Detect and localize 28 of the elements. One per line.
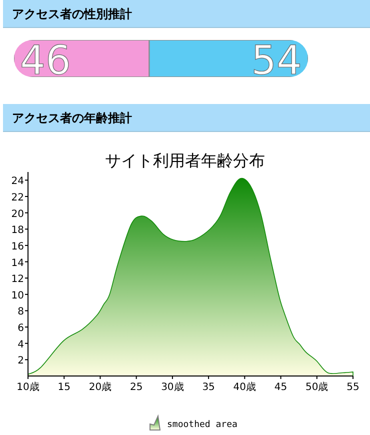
x-tick-label: 50歳 [306,381,328,393]
x-tick-label: 55 [346,382,360,393]
x-tick-label: 25 [130,382,143,393]
y-tick-label: 20 [11,208,24,220]
y-tick-label: 16 [11,241,24,252]
x-tick-label: 20歳 [88,381,112,393]
y-tick-label: 12 [11,274,24,286]
x-tick-label: 30歳 [161,381,184,393]
y-tick-label: 22 [11,192,24,204]
y-tick-label: 2 [18,356,24,367]
y-tick-label: 6 [18,323,24,334]
legend-label: smoothed area [167,420,238,430]
chart-subtitle: アクセス者の年齢推計 [12,111,132,125]
y-tick-label: 4 [18,339,24,350]
x-tick-label: 40歳 [233,381,256,393]
y-tick-label: 10 [11,290,24,302]
y-tick-label: 14 [11,258,24,269]
data-label: 46 [20,38,71,84]
x-tick-label: 10歳 [16,381,40,393]
y-tick-label: 18 [11,225,24,236]
y-tick-label: 24 [11,176,24,188]
x-tick-label: 15 [58,382,70,393]
data-label: 54 [251,38,302,84]
x-tick-label: 45 [274,382,288,393]
chart-title: アクセス者の性別推計 [12,7,132,21]
x-tick-label: 35 [202,382,215,393]
y-tick-label: 8 [18,306,24,318]
chart-title: サイト利用者年齢分布 [105,151,265,170]
